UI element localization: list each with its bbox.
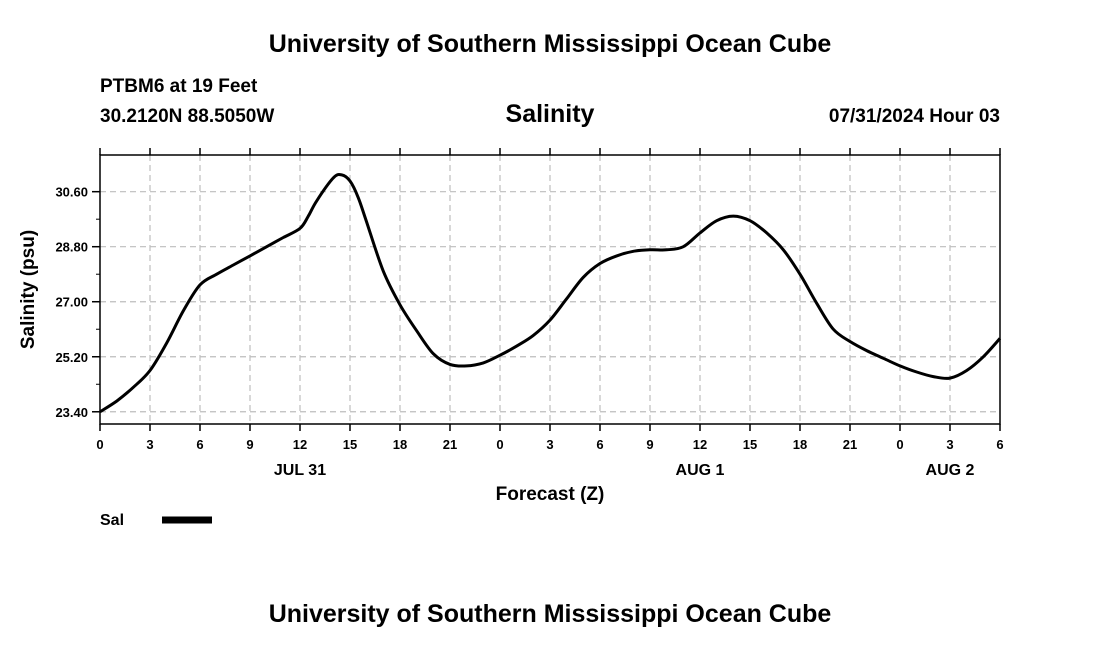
series-line-sal	[99, 172, 1002, 414]
x-tick-label: 21	[443, 437, 457, 452]
x-tick-label: 0	[96, 437, 103, 452]
y-tick-label: 28.80	[55, 240, 88, 255]
x-tick-label: 3	[146, 437, 153, 452]
date-label: JUL 31	[274, 462, 326, 479]
y-tick-label: 23.40	[55, 405, 88, 420]
forecast-datetime: 07/31/2024 Hour 03	[828, 106, 1000, 127]
x-tick-label: 9	[646, 437, 653, 452]
y-tick-label: 27.00	[55, 295, 88, 310]
x-tick-label: 6	[596, 437, 603, 452]
footer-title: University of Southern Mississippi Ocean…	[268, 600, 832, 628]
x-tick-label: 15	[343, 437, 357, 452]
page-title: University of Southern Mississippi Ocean…	[268, 30, 832, 58]
coordinates-label: 30.2120N 88.5050W	[100, 106, 275, 127]
date-label: AUG 2	[926, 462, 975, 479]
variable-title: Salinity	[505, 100, 595, 128]
x-tick-label: 6	[996, 437, 1003, 452]
x-tick-label: 3	[946, 437, 953, 452]
date-labels: JUL 31 AUG 1 AUG 2	[274, 462, 975, 479]
x-tick-label: 0	[896, 437, 903, 452]
x-tick-label: 12	[293, 437, 307, 452]
x-tick-label: 21	[843, 437, 857, 452]
legend-label-sal: Sal	[100, 512, 124, 529]
y-axis-ticks: 23.40 25.20 27.00 28.80 30.60	[55, 185, 100, 420]
x-tick-label: 6	[196, 437, 203, 452]
grid-lines	[100, 155, 1000, 424]
station-label: PTBM6 at 19 Feet	[100, 76, 258, 97]
y-tick-label: 25.20	[55, 350, 88, 365]
x-tick-label: 0	[496, 437, 503, 452]
x-tick-label: 18	[393, 437, 407, 452]
x-axis-title: Forecast (Z)	[496, 484, 605, 505]
x-tick-label: 9	[246, 437, 253, 452]
x-tick-label: 12	[693, 437, 707, 452]
date-label: AUG 1	[676, 462, 725, 479]
legend: Sal	[100, 512, 212, 529]
x-tick-label: 15	[743, 437, 757, 452]
x-tick-label: 18	[793, 437, 807, 452]
x-tick-label: 3	[546, 437, 553, 452]
series-layer	[99, 172, 1002, 414]
x-axis-ticks: 0 3 6 9 12 15 18 21 0 3 6 9 12 15 18 21 0 3 6	[96, 148, 1004, 452]
y-tick-label: 30.60	[55, 185, 88, 200]
y-axis-title: Salinity (psu)	[18, 230, 39, 349]
